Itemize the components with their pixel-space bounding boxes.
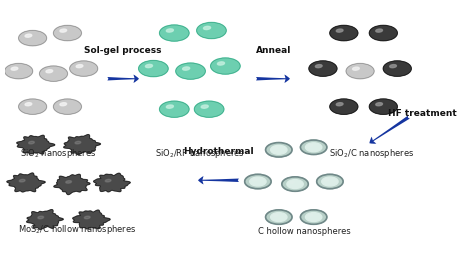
Ellipse shape xyxy=(166,105,173,108)
Ellipse shape xyxy=(315,64,322,68)
Ellipse shape xyxy=(197,23,226,39)
Ellipse shape xyxy=(66,181,72,183)
Polygon shape xyxy=(73,210,110,229)
Ellipse shape xyxy=(19,179,25,182)
Ellipse shape xyxy=(54,99,82,114)
Ellipse shape xyxy=(271,213,287,221)
Ellipse shape xyxy=(252,179,257,181)
Polygon shape xyxy=(27,210,63,229)
Ellipse shape xyxy=(289,181,294,183)
Ellipse shape xyxy=(39,66,67,81)
Polygon shape xyxy=(94,173,130,192)
Polygon shape xyxy=(17,135,55,154)
Ellipse shape xyxy=(218,62,225,65)
Ellipse shape xyxy=(301,210,327,224)
Ellipse shape xyxy=(105,179,111,182)
Ellipse shape xyxy=(25,34,32,37)
Ellipse shape xyxy=(60,29,67,32)
Ellipse shape xyxy=(376,29,383,32)
Ellipse shape xyxy=(309,61,337,76)
Ellipse shape xyxy=(282,177,308,191)
Ellipse shape xyxy=(84,216,90,219)
Ellipse shape xyxy=(324,179,329,181)
Ellipse shape xyxy=(317,174,343,189)
Ellipse shape xyxy=(308,214,313,217)
Ellipse shape xyxy=(369,99,397,114)
Ellipse shape xyxy=(54,25,82,41)
Ellipse shape xyxy=(265,143,292,157)
Ellipse shape xyxy=(182,67,190,70)
Ellipse shape xyxy=(336,29,343,32)
Polygon shape xyxy=(7,173,45,192)
Ellipse shape xyxy=(160,25,189,41)
Ellipse shape xyxy=(18,99,46,114)
Polygon shape xyxy=(64,135,100,155)
Text: MoS$_2$/C hollow nanospheres: MoS$_2$/C hollow nanospheres xyxy=(18,223,136,236)
Text: SiO$_2$ nanospheres: SiO$_2$ nanospheres xyxy=(20,147,96,160)
Ellipse shape xyxy=(5,63,33,79)
Ellipse shape xyxy=(287,179,303,189)
Ellipse shape xyxy=(194,101,224,117)
Text: Hydrothermal: Hydrothermal xyxy=(183,147,254,156)
Ellipse shape xyxy=(305,213,322,221)
Text: HF treatment: HF treatment xyxy=(388,109,457,118)
Ellipse shape xyxy=(330,99,358,114)
Ellipse shape xyxy=(346,63,374,79)
Ellipse shape xyxy=(25,103,32,106)
Ellipse shape xyxy=(330,25,358,41)
Ellipse shape xyxy=(18,31,46,46)
Ellipse shape xyxy=(46,70,53,73)
Ellipse shape xyxy=(322,177,338,186)
Ellipse shape xyxy=(305,143,322,152)
Ellipse shape xyxy=(201,105,208,108)
Ellipse shape xyxy=(176,63,205,79)
Ellipse shape xyxy=(265,210,292,224)
Ellipse shape xyxy=(250,177,266,186)
Ellipse shape xyxy=(376,103,383,106)
Ellipse shape xyxy=(28,141,34,144)
Ellipse shape xyxy=(38,216,44,219)
Ellipse shape xyxy=(210,58,240,74)
Ellipse shape xyxy=(76,64,83,68)
Ellipse shape xyxy=(146,64,153,68)
Text: Anneal: Anneal xyxy=(255,46,291,55)
Ellipse shape xyxy=(390,64,396,68)
Text: SiO$_2$/C nanospheres: SiO$_2$/C nanospheres xyxy=(329,147,414,160)
Ellipse shape xyxy=(273,214,278,217)
Ellipse shape xyxy=(271,145,287,154)
Ellipse shape xyxy=(75,141,81,144)
Polygon shape xyxy=(54,174,90,195)
Ellipse shape xyxy=(60,103,67,106)
Ellipse shape xyxy=(273,147,278,149)
Ellipse shape xyxy=(70,61,98,76)
Ellipse shape xyxy=(166,29,173,32)
Ellipse shape xyxy=(160,101,189,117)
Ellipse shape xyxy=(11,67,18,70)
Ellipse shape xyxy=(383,61,411,76)
Ellipse shape xyxy=(369,25,397,41)
Ellipse shape xyxy=(308,144,313,147)
Text: SiO$_2$/RF nanospheres: SiO$_2$/RF nanospheres xyxy=(155,147,245,160)
Ellipse shape xyxy=(353,67,359,70)
Ellipse shape xyxy=(139,61,168,77)
Text: Sol-gel process: Sol-gel process xyxy=(84,46,162,55)
Ellipse shape xyxy=(245,174,271,189)
Text: C hollow nanospheres: C hollow nanospheres xyxy=(258,227,351,236)
Ellipse shape xyxy=(336,103,343,106)
Ellipse shape xyxy=(301,140,327,154)
Ellipse shape xyxy=(203,26,210,30)
